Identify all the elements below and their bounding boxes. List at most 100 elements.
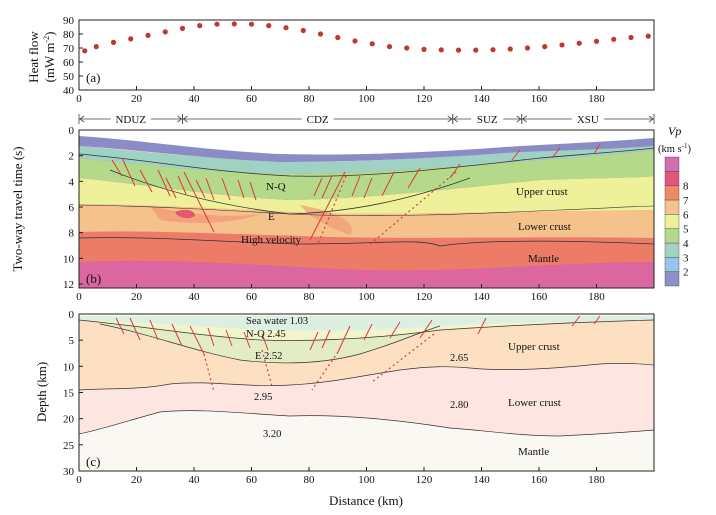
panel-b-y-tick-label-6: 6 [69,202,75,214]
heat-flow-point [352,38,358,44]
fault-dashed-c-4 [261,349,273,387]
colorbar-tick-label-6: 6 [683,209,689,221]
colorbar-tick-label-8: 8 [683,181,689,193]
heat-flow-point [179,25,186,31]
label-lower-crust-c: Lower crust [508,397,561,409]
label-lower-crust-b: Lower crust [518,221,571,233]
panel-a-label: (a) [86,70,100,85]
heat-flow-point [593,38,600,44]
zone-label-suz: SUZ [477,114,498,126]
colorbar-cell [664,214,680,229]
panel-c-y-ticks: 0 5 10 15 20 25 30 [63,309,83,478]
panel-a-x-tick-label-120: 120 [416,93,433,105]
panel-b-y-tick-label-8: 8 [69,228,75,240]
vp-layer-8 [79,260,654,288]
panel-b-x-tick-label-0: 0 [76,291,82,303]
panel-b-y-tick-label-12: 12 [63,279,74,291]
fault-dashed-b-1 [367,171,457,247]
panel-c-y-tick-label-10: 10 [63,361,75,373]
panel-b-x-tick-label-20: 20 [131,291,143,303]
panel-b-x-tick-label-100: 100 [358,291,375,303]
label-e-c: E 2.52 [255,351,282,362]
heat-flow-point [645,33,651,39]
heat-flow-point [628,34,634,41]
panel-a-y-tick-label-70: 70 [63,43,75,55]
colorbar-unit: (km s-1) [658,142,691,155]
panel-c-x-tick-label-60: 60 [246,474,258,486]
base-nq-line [79,319,654,341]
panel-c-x-tick-label-40: 40 [189,474,201,486]
panel-a-x-tick-label-180: 180 [588,93,605,105]
lower-crust-fill [79,363,654,436]
panel-c-x-tick-label-140: 140 [473,474,490,486]
vp-anomaly-spot [175,209,195,219]
heat-flow-point [421,46,427,53]
colorbar-cell [664,185,680,201]
label-mantle-c: Mantle [518,446,549,458]
zone-arrow-right [516,115,522,123]
panel-a-x-tick-label-20: 20 [131,93,143,105]
panel-b-x-tick-label-120: 120 [416,291,433,303]
heat-flow-point [214,21,220,27]
vp-anomaly-left [150,206,260,223]
heat-flow-point [317,31,324,37]
colorbar-cell [664,199,680,215]
heat-flow-point [300,27,306,34]
heat-flow-point [82,48,88,54]
heat-flow-point [197,23,203,29]
panel-a-x-tick-label-140: 140 [473,93,490,105]
zone-label-bg [110,112,151,125]
moho-line [79,410,654,437]
heat-flow-point [266,23,272,29]
heat-flow-point [110,39,117,46]
panel-a-y-tick-label-80: 80 [63,29,75,41]
colorbar-tick-label-3: 3 [683,252,689,264]
panel-a-y-tick-label-50: 50 [63,71,75,83]
heat-flow-point [542,44,548,50]
faults-panel-b [111,143,601,241]
colorbar-tick-label-4: 4 [683,238,689,250]
colorbar-cell [664,156,680,172]
horizon-mid-crust [79,204,654,216]
zone-arrow-left [79,115,85,123]
panel-b-y-tick-label-10: 10 [63,253,75,265]
colorbar-tick-label-5: 5 [683,224,689,236]
panel-a-x-tick-label-160: 160 [531,93,548,105]
panel-b-x-tick-label-60: 60 [246,291,258,303]
panel-c-y-axis-title: Depth (km) [34,362,49,422]
panel-a: 40 50 60 70 80 90 0 20 40 60 80 100 120 140 160 180 (a… [26,15,655,105]
panel-c-x-ticks: 0 20 40 60 80 100 120 140 160 180 [76,467,605,486]
panel-a-ylabel-line1: Heat flow [26,31,41,83]
heat-flow-point [145,32,151,39]
zone-label-bg [471,112,504,125]
panel-c-x-tick-label-160: 160 [531,474,548,486]
panel-b-x-tick-label-160: 160 [531,291,548,303]
faults-panel-c [115,315,601,355]
panel-c-y-tick-label-15: 15 [63,388,75,400]
sea-water-fill [79,316,654,331]
panel-a-y-ticks: 40 50 60 70 80 90 [63,15,83,97]
label-upper-crust-c: Upper crust [508,341,560,353]
panel-c-label: (c) [86,454,100,469]
panel-a-x-tick-label-80: 80 [304,93,316,105]
heat-flow-point [507,46,513,52]
panel-b-x-tick-label-80: 80 [304,291,316,303]
base-upper-crust-line [79,362,654,391]
heat-flow-point [93,44,99,50]
panel-c: 0 5 10 15 20 25 30 0 20 40 60 80 100 120 140 160 180 (c… [34,309,655,508]
panel-b-label: (b) [86,271,101,286]
vp-layer-6 [79,204,654,238]
panel-a-y-tick-label-90: 90 [63,15,75,27]
zone-arrow-left [182,115,188,123]
label-e-b: E [268,211,275,223]
panel-a-x-tick-label-40: 40 [189,93,201,105]
panel-c-y-tick-label-30: 30 [63,466,75,478]
vp-layer-3 [79,142,654,174]
heat-flow-point [404,45,410,51]
label-nq-b: N-Q [266,181,286,193]
panel-c-x-tick-label-120: 120 [416,474,433,486]
zone-label-nduz: NDUZ [115,114,146,126]
zone-arrow-left [453,115,458,123]
colorbar-tick-label-7: 7 [683,195,689,207]
